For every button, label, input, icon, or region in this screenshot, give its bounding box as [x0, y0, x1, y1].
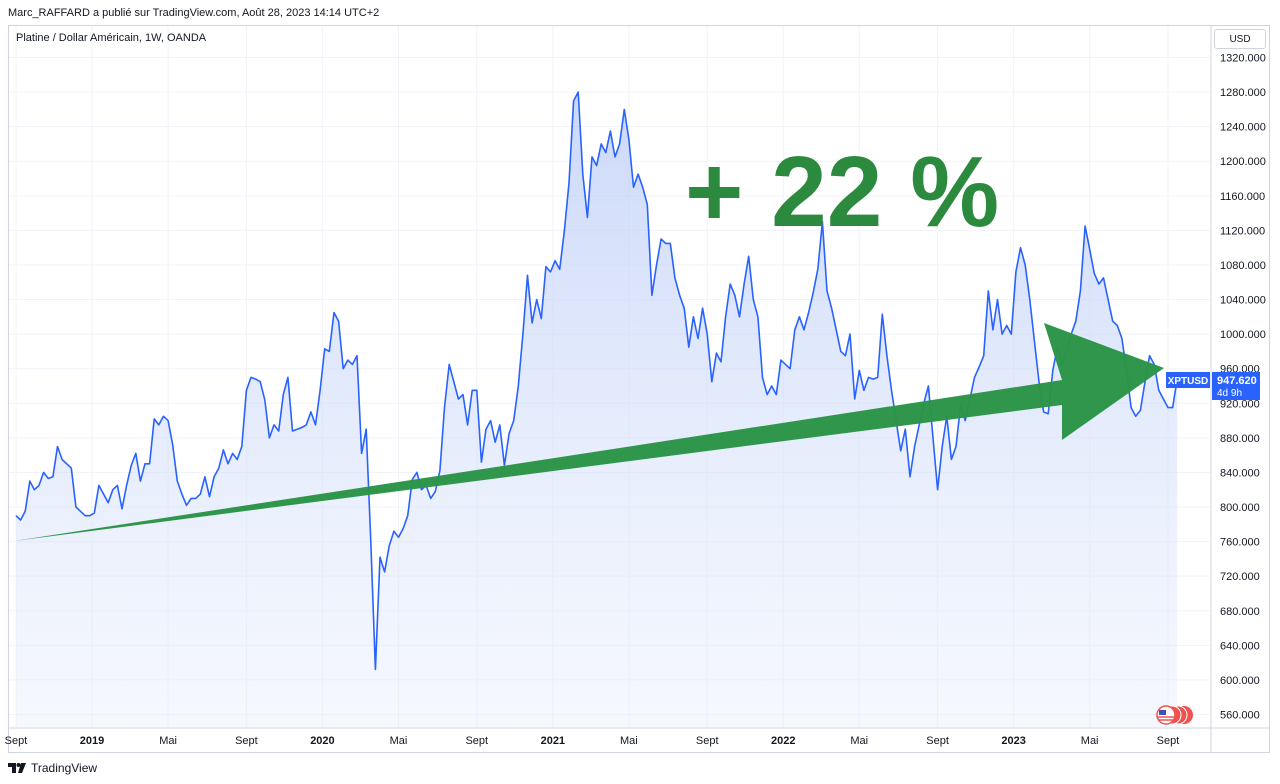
y-tick-label: 1040.000	[1220, 295, 1266, 307]
bar-countdown: 4d 9h	[1217, 388, 1242, 399]
x-tick-label: Mai	[1081, 735, 1099, 747]
x-tick-label: Sept	[1157, 735, 1180, 747]
x-tick-label: Sept	[235, 735, 258, 747]
y-tick-label: 880.000	[1220, 433, 1260, 445]
last-price-label: XPTUSD 947.620 4d 9h	[1166, 372, 1260, 400]
y-tick-label: 1280.000	[1220, 87, 1266, 99]
price-axis: 560.000 600.000 640.000 680.000 720.000 760.0…	[1220, 53, 1266, 722]
x-tick-label: Sept	[5, 735, 28, 747]
symbol-legend[interactable]: Platine / Dollar Américain, 1W, OANDA	[16, 32, 207, 44]
y-tick-label: 680.000	[1220, 606, 1260, 618]
y-tick-label: 1240.000	[1220, 122, 1266, 134]
x-tick-label: 2022	[771, 735, 795, 747]
tradingview-icon	[8, 763, 26, 773]
x-tick-label: Sept	[926, 735, 949, 747]
y-tick-label: 920.000	[1220, 398, 1260, 410]
y-tick-label: 1120.000	[1220, 225, 1265, 237]
x-tick-label: Mai	[159, 735, 177, 747]
y-tick-label: 1000.000	[1220, 329, 1266, 341]
y-tick-label: 800.000	[1220, 502, 1260, 514]
x-tick-label: 2019	[80, 735, 104, 747]
x-tick-label: 2023	[1001, 735, 1025, 747]
tradingview-logo[interactable]: TradingView	[8, 761, 97, 775]
y-tick-label: 840.000	[1220, 467, 1260, 479]
price-line	[15, 91, 1178, 671]
y-tick-label: 1200.000	[1220, 156, 1266, 168]
y-tick-label: 760.000	[1220, 537, 1260, 549]
last-price-value: 947.620	[1217, 375, 1257, 387]
x-tick-label: Mai	[390, 735, 408, 747]
y-tick-label: 560.000	[1220, 710, 1260, 722]
y-tick-label: 640.000	[1220, 640, 1260, 652]
x-tick-label: Mai	[620, 735, 638, 747]
y-tick-label: 600.000	[1220, 675, 1260, 687]
y-tick-label: 720.000	[1220, 571, 1260, 583]
y-tick-label: 1160.000	[1220, 191, 1265, 203]
price-area	[16, 92, 1178, 728]
gain-annotation: + 22 %	[685, 136, 999, 248]
x-tick-label: Mai	[850, 735, 868, 747]
publisher-attribution: Marc_RAFFARD a publié sur TradingView.co…	[8, 7, 380, 19]
ticker-label: XPTUSD	[1168, 376, 1209, 387]
x-tick-label: 2020	[310, 735, 334, 747]
currency-selector[interactable]: USD	[1214, 29, 1266, 49]
x-tick-label: Sept	[465, 735, 488, 747]
chart-frame	[8, 25, 1270, 753]
y-tick-label: 1080.000	[1220, 260, 1266, 272]
y-tick-label: 1320.000	[1220, 53, 1266, 65]
time-axis: Sept 2019 Mai Sept 2020 Mai Sept 2021 Mai Sept 202…	[5, 735, 1180, 747]
x-tick-label: Sept	[696, 735, 719, 747]
brand-name: TradingView	[31, 761, 98, 775]
x-tick-label: 2021	[541, 735, 565, 747]
flag-icon[interactable]	[1156, 705, 1193, 725]
